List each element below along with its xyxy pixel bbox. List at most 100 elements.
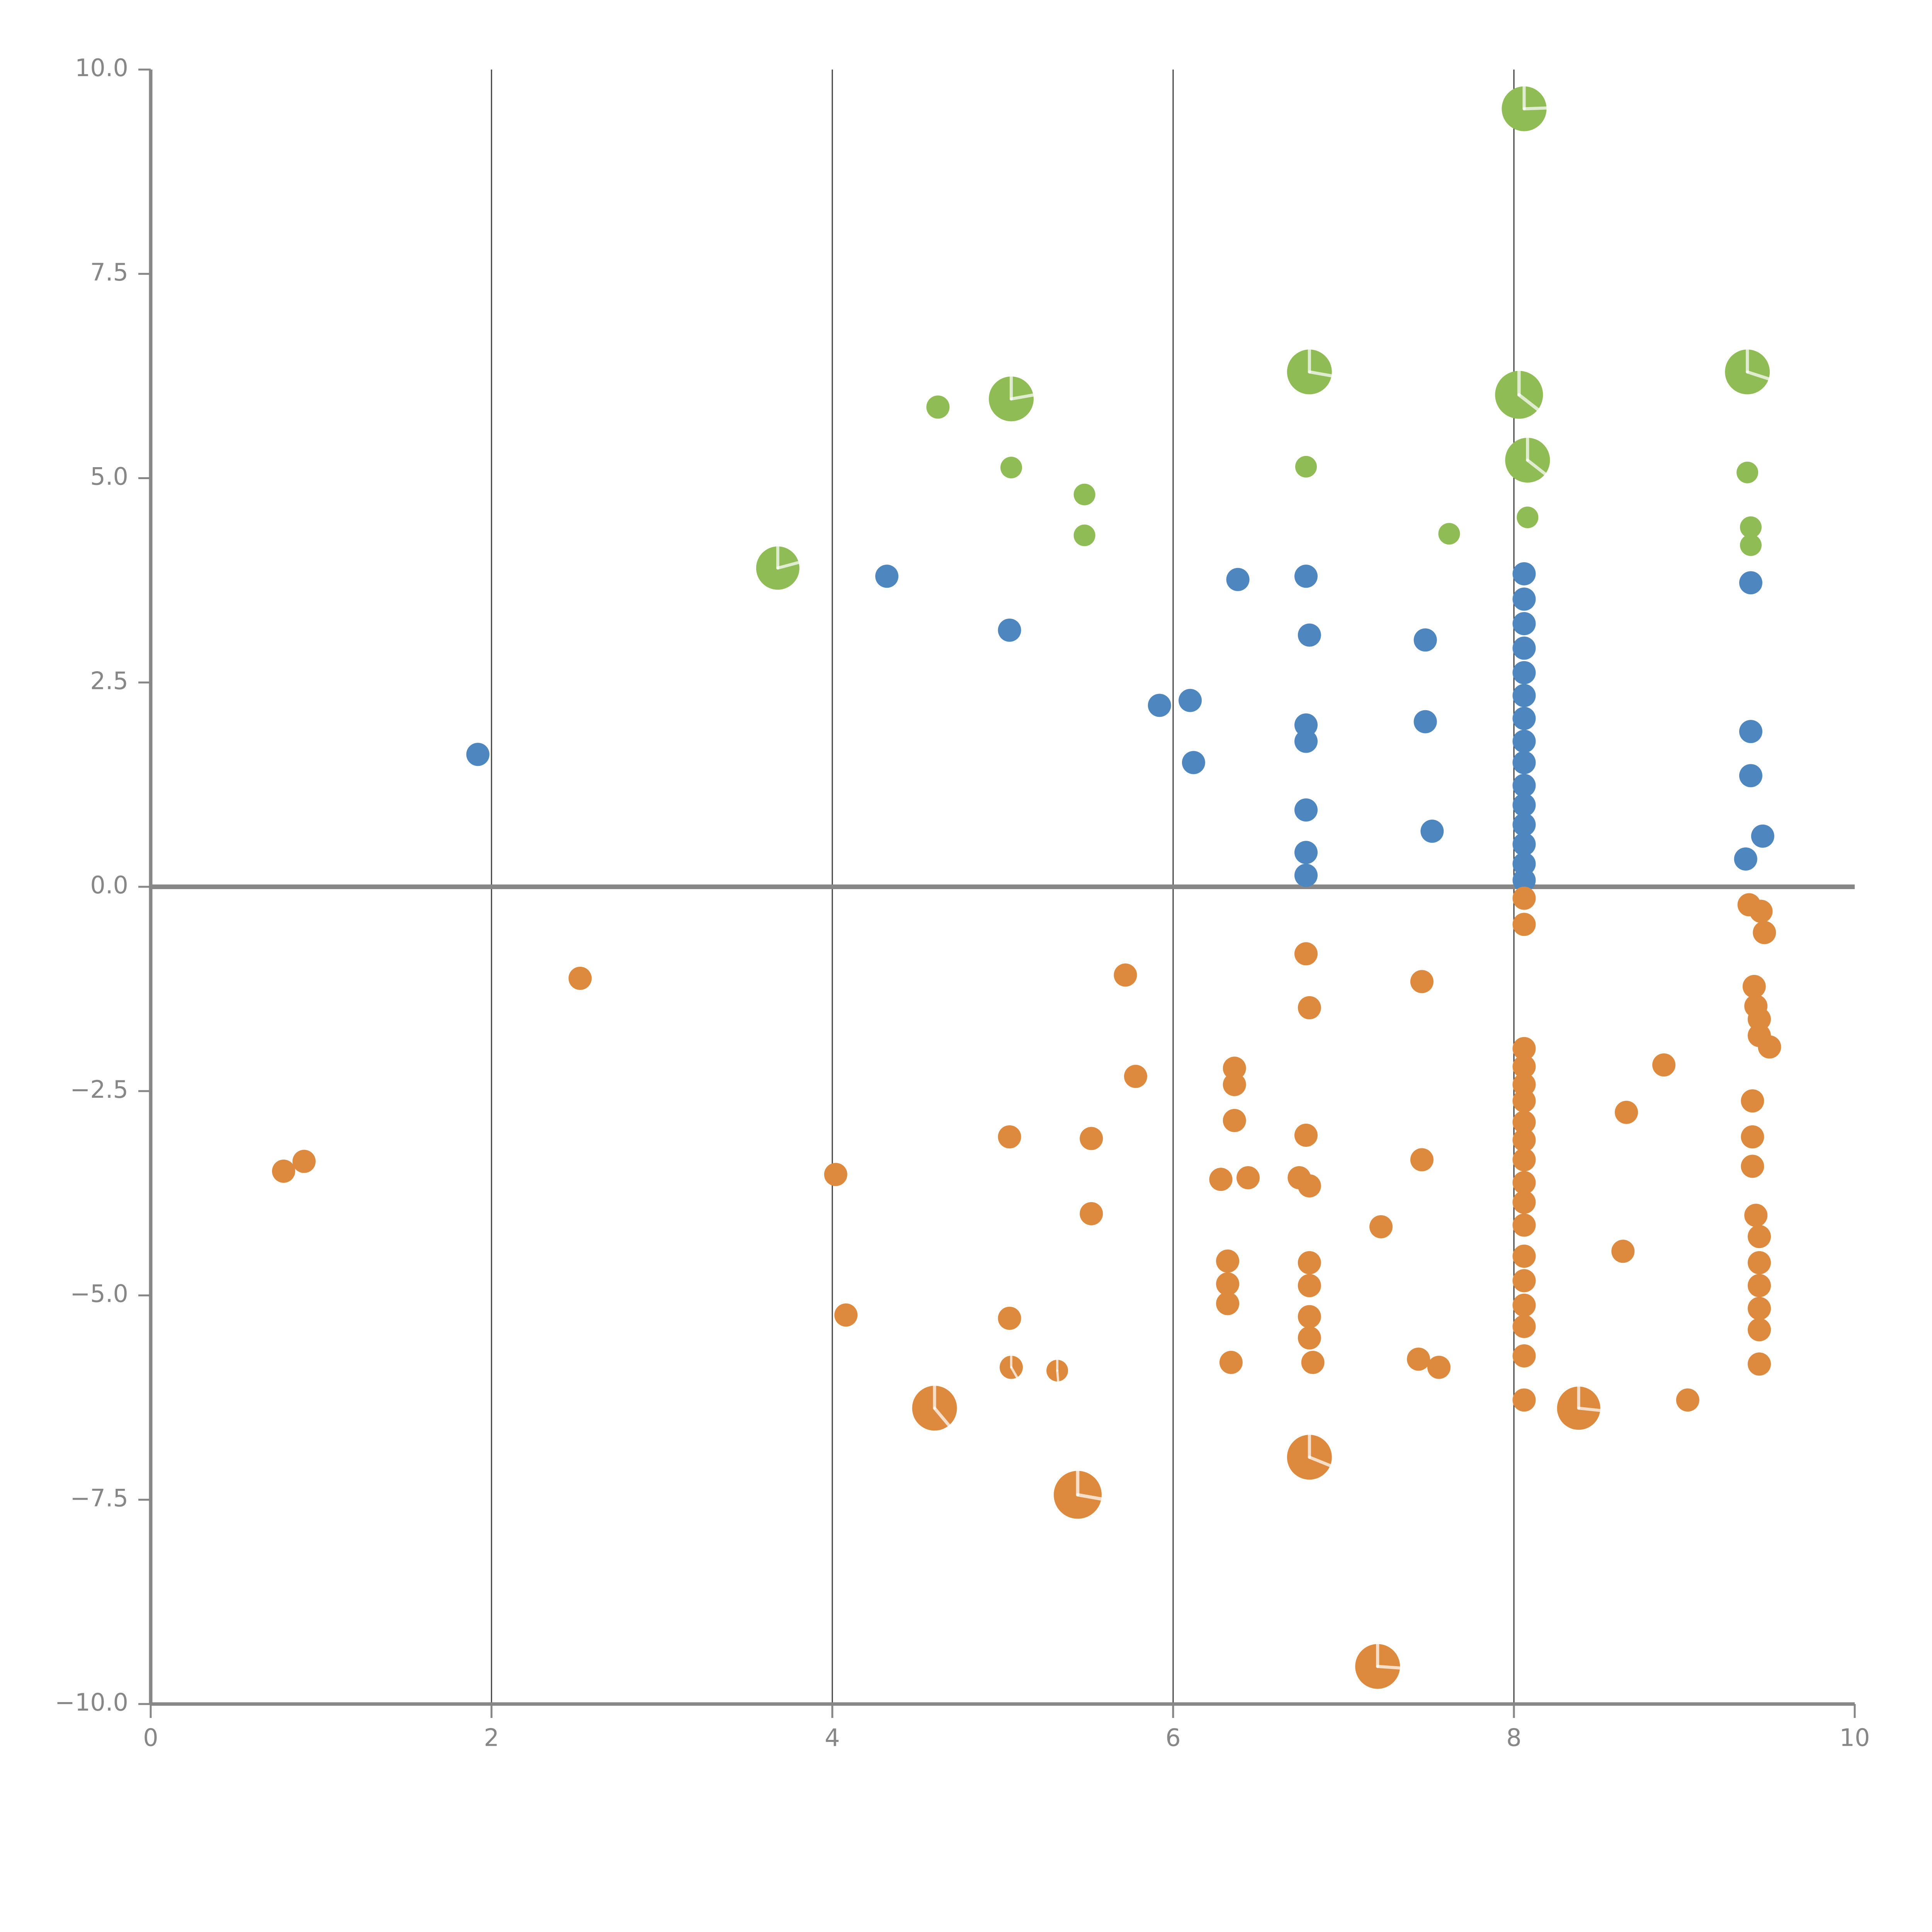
marker-circle <box>926 395 950 419</box>
marker-circle <box>1413 710 1437 733</box>
marker-circle <box>568 966 592 990</box>
data-point-orange <box>1748 1251 1771 1274</box>
data-point-blue <box>1512 707 1536 730</box>
marker-circle <box>1512 1344 1536 1368</box>
data-point-orange <box>1236 1166 1260 1189</box>
data-point-orange <box>568 966 592 990</box>
marker-circle <box>1512 562 1536 585</box>
data-point-orange <box>1407 1347 1430 1371</box>
y-tick-label: 0.0 <box>90 871 128 899</box>
marker-circle <box>1512 661 1536 684</box>
marker-circle <box>1294 942 1318 966</box>
marker-wedge-divider <box>1522 106 1548 111</box>
data-point-orange <box>1287 1433 1332 1480</box>
data-point-blue <box>1512 562 1536 585</box>
marker-circle <box>1427 1355 1451 1379</box>
data-point-blue <box>1420 820 1444 843</box>
data-point-orange <box>1512 1344 1536 1368</box>
data-point-green <box>1740 534 1762 556</box>
data-point-orange <box>1512 1073 1536 1096</box>
x-tick-label: 6 <box>1165 1723 1180 1752</box>
marker-circle <box>1080 1202 1103 1225</box>
marker-circle <box>1369 1215 1393 1238</box>
data-point-orange <box>1410 970 1434 993</box>
marker-wedge-divider <box>1308 1456 1332 1468</box>
axis-ticks <box>138 68 1856 1718</box>
marker-circle <box>1512 1269 1536 1293</box>
data-point-orange <box>1512 1213 1536 1237</box>
data-point-blue <box>1294 798 1318 822</box>
data-point-green <box>1736 461 1759 483</box>
data-point-orange <box>1748 1007 1771 1031</box>
marker-circle <box>1512 1055 1536 1078</box>
marker-circle <box>1748 1251 1771 1274</box>
data-point-green <box>1740 516 1762 538</box>
marker-circle <box>1758 1035 1781 1059</box>
data-point-blue <box>1512 774 1536 797</box>
marker-circle <box>1410 1148 1434 1172</box>
data-point-orange <box>998 1306 1021 1330</box>
data-point-orange <box>1749 900 1773 923</box>
data-point-green <box>1725 348 1770 395</box>
x-tick-label: 2 <box>484 1723 499 1752</box>
data-point-orange <box>1301 1350 1325 1374</box>
marker-wedge-divider <box>1526 458 1547 476</box>
marker-circle <box>1080 1127 1103 1150</box>
marker-circle <box>1512 1037 1536 1060</box>
data-point-orange <box>1124 1065 1147 1088</box>
marker-circle <box>1298 1251 1321 1274</box>
data-point-orange <box>1223 1056 1246 1080</box>
marker-circle <box>1512 1089 1536 1113</box>
data-point-orange <box>1209 1168 1233 1191</box>
marker-circle <box>1295 456 1317 478</box>
y-tick-label: 2.5 <box>90 667 128 695</box>
marker-circle <box>1124 1065 1147 1088</box>
data-point-orange <box>1753 921 1776 944</box>
marker-circle <box>1748 1297 1771 1320</box>
marker-circle <box>1512 1244 1536 1268</box>
data-point-orange <box>1080 1202 1103 1225</box>
marker-wedge-divider <box>1010 1366 1019 1379</box>
marker-circle <box>1736 461 1759 483</box>
data-point-blue <box>1226 568 1250 591</box>
marker-circle <box>998 618 1021 642</box>
data-point-blue <box>1294 565 1318 588</box>
x-tick-label: 0 <box>143 1723 158 1752</box>
marker-circle <box>1223 1073 1246 1096</box>
x-tick-label: 10 <box>1840 1723 1870 1752</box>
marker-circle <box>1216 1249 1240 1273</box>
marker-circle <box>1512 833 1536 856</box>
marker-wedge-divider <box>1577 1406 1602 1412</box>
marker-circle <box>1226 568 1250 591</box>
marker-circle <box>1741 1155 1764 1178</box>
marker-circle <box>1512 1128 1536 1152</box>
data-point-orange <box>1369 1215 1393 1238</box>
marker-wedge-divider <box>1056 1369 1060 1383</box>
marker-circle <box>1512 774 1536 797</box>
marker-circle <box>1512 852 1536 876</box>
marker-circle <box>1744 1204 1768 1227</box>
data-point-orange <box>1512 1293 1536 1317</box>
data-point-orange <box>1652 1053 1676 1077</box>
marker-circle <box>1298 1174 1321 1198</box>
data-point-orange <box>1512 1037 1536 1060</box>
marker-circle <box>1512 587 1536 611</box>
marker-circle <box>1512 612 1536 635</box>
data-point-orange <box>1512 1244 1536 1268</box>
axis-tick-labels: 10.0 7.5 5.0 2.5 0.0 −2.5 −5.0 −7.5 −10.0 0 2 4 6 8 10 <box>55 54 1870 1752</box>
marker-circle <box>1512 813 1536 837</box>
marker-wedge-divider <box>776 561 800 570</box>
data-point-orange <box>1512 1055 1536 1078</box>
marker-circle <box>1413 628 1437 652</box>
marker-circle <box>1182 751 1205 774</box>
data-point-orange <box>1742 975 1766 998</box>
marker-circle <box>1294 565 1318 588</box>
marker-circle <box>1073 483 1095 505</box>
marker-circle <box>1512 1148 1536 1172</box>
data-point-green <box>1495 369 1543 419</box>
data-point-blue <box>1512 612 1536 635</box>
data-point-green <box>1295 456 1317 478</box>
marker-wedge-divider <box>1746 370 1770 381</box>
